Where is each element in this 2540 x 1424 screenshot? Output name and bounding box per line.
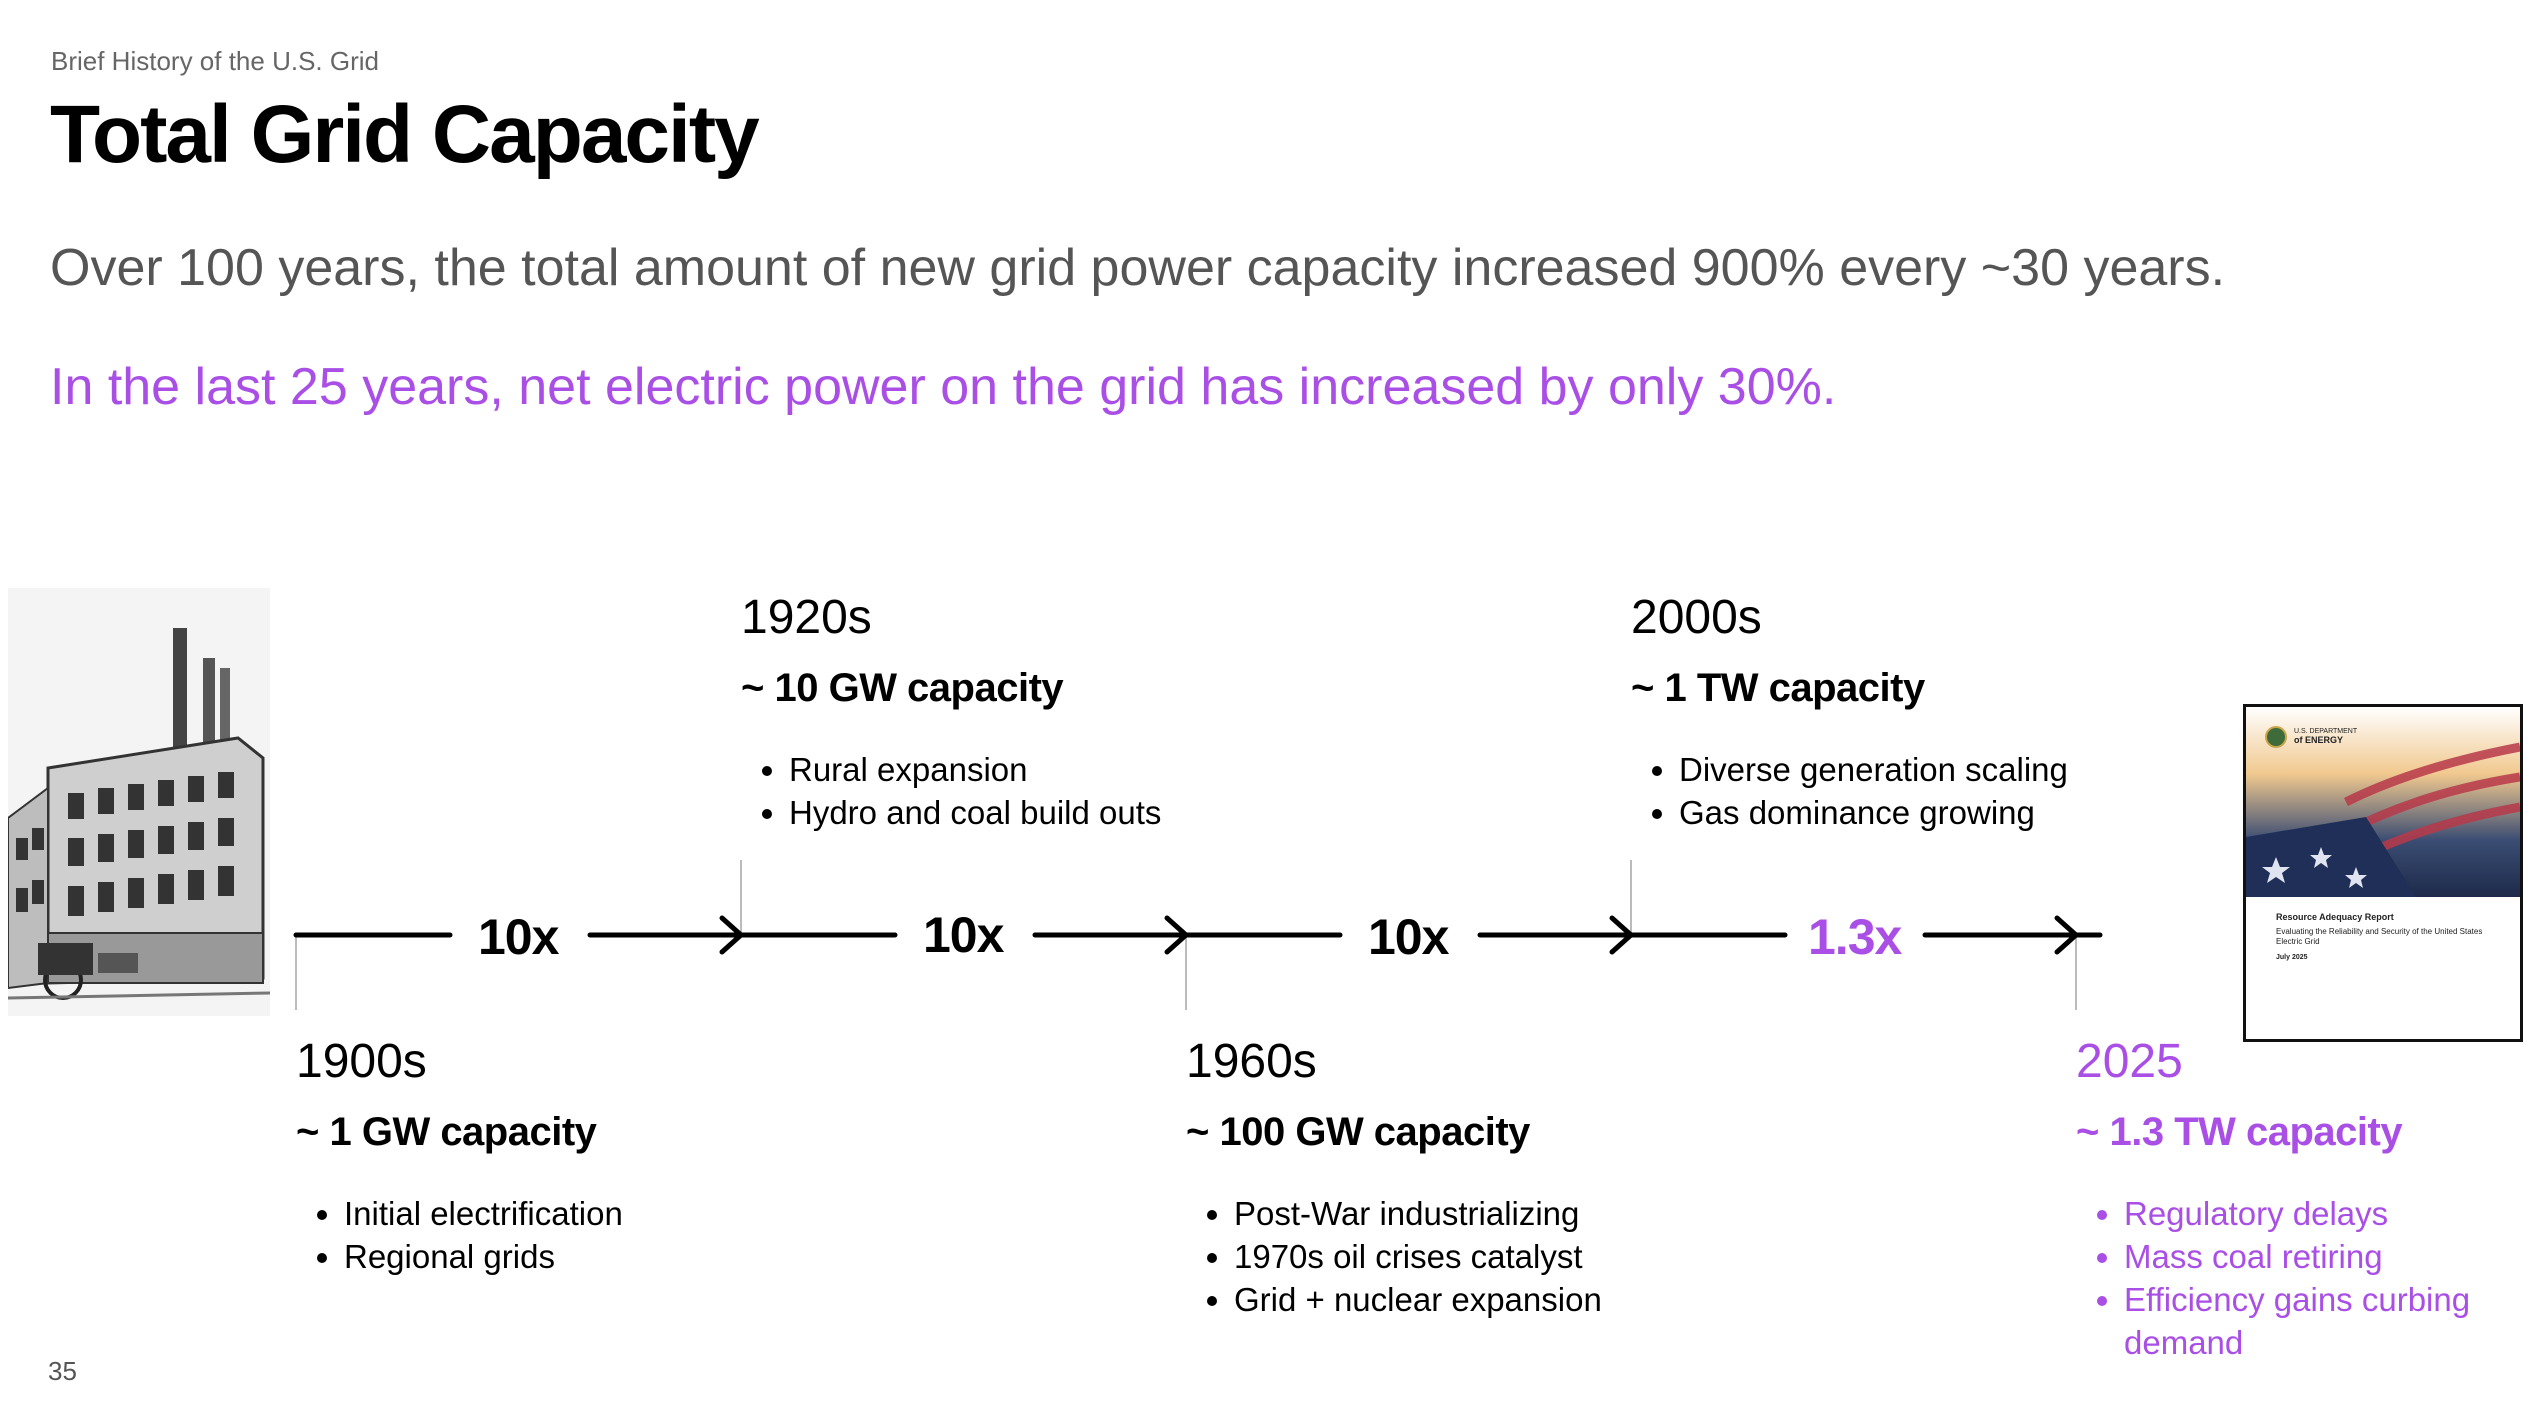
subtitle: Over 100 years, the total amount of new … [50, 239, 2226, 297]
list-item: Regional grids [344, 1235, 856, 1278]
report-cover-thumbnail: U.S. DEPARTMENT of ENERGY Resource Adequ… [2243, 704, 2523, 1042]
era-bullets: Post-War industrializing 1970s oil crise… [1186, 1192, 1746, 1321]
era-1900s: 1900s ~ 1 GW capacity Initial electrific… [296, 1038, 856, 1278]
era-bullets: Diverse generation scaling Gas dominance… [1631, 748, 2191, 834]
multiplier-1920s-1960s: 10x [923, 907, 1004, 963]
list-item: Efficiency gains curbing demand [2124, 1278, 2506, 1364]
list-item: Diverse generation scaling [1679, 748, 2191, 791]
era-capacity: ~ 1 GW capacity [296, 1110, 597, 1154]
multiplier-1900s-1920s: 10x [478, 909, 559, 965]
report-subtitle: Evaluating the Reliability and Security … [2276, 927, 2483, 946]
era-capacity: ~ 100 GW capacity [1186, 1110, 1530, 1154]
era-decade: 2000s [1631, 591, 1762, 644]
page-number: 35 [48, 1356, 77, 1386]
era-capacity: ~ 1 TW capacity [1631, 666, 1925, 710]
era-2025: 2025 ~ 1.3 TW capacity Regulatory delays… [2076, 1038, 2506, 1364]
arrow-icon [2054, 915, 2079, 955]
multiplier-1960s-2000s: 10x [1368, 909, 1449, 965]
highlight-text: In the last 25 years, net electric power… [50, 358, 1837, 416]
list-item: 1970s oil crises catalyst [1234, 1235, 1746, 1278]
list-item: Post-War industrializing [1234, 1192, 1746, 1235]
page-title: Total Grid Capacity [50, 89, 760, 180]
list-item: Hydro and coal build outs [789, 791, 1301, 834]
list-item: Grid + nuclear expansion [1234, 1278, 1746, 1321]
era-1920s: 1920s ~ 10 GW capacity Rural expansion H… [741, 594, 1301, 834]
era-capacity: ~ 10 GW capacity [741, 666, 1064, 710]
multiplier-2000s-2025: 1.3x [1808, 909, 1902, 965]
list-item: Gas dominance growing [1679, 791, 2191, 834]
era-bullets: Rural expansion Hydro and coal build out… [741, 748, 1301, 834]
era-bullets: Regulatory delays Mass coal retiring Eff… [2076, 1192, 2506, 1364]
era-bullets: Initial electrification Regional grids [296, 1192, 856, 1278]
flag-image-icon [2246, 707, 2520, 897]
building-icon [7, 588, 271, 1016]
era-capacity: ~ 1.3 TW capacity [2076, 1110, 2403, 1154]
era-decade: 1960s [1186, 1035, 1317, 1088]
era-2000s: 2000s ~ 1 TW capacity Diverse generation… [1631, 594, 2191, 834]
list-item: Regulatory delays [2124, 1192, 2506, 1235]
report-agency-line2: of ENERGY [2294, 735, 2344, 745]
era-decade: 2025 [2076, 1035, 2183, 1088]
report-title: Resource Adequacy Report [2276, 912, 2394, 922]
era-decade: 1900s [296, 1035, 427, 1088]
historic-power-station-photo [7, 588, 271, 1016]
list-item: Mass coal retiring [2124, 1235, 2506, 1278]
breadcrumb: Brief History of the U.S. Grid [51, 46, 379, 76]
list-item: Rural expansion [789, 748, 1301, 791]
report-date: July 2025 [2276, 954, 2308, 961]
list-item: Initial electrification [344, 1192, 856, 1235]
era-1960s: 1960s ~ 100 GW capacity Post-War industr… [1186, 1038, 1746, 1321]
era-decade: 1920s [741, 591, 872, 644]
report-agency-line1: U.S. DEPARTMENT [2294, 728, 2358, 735]
